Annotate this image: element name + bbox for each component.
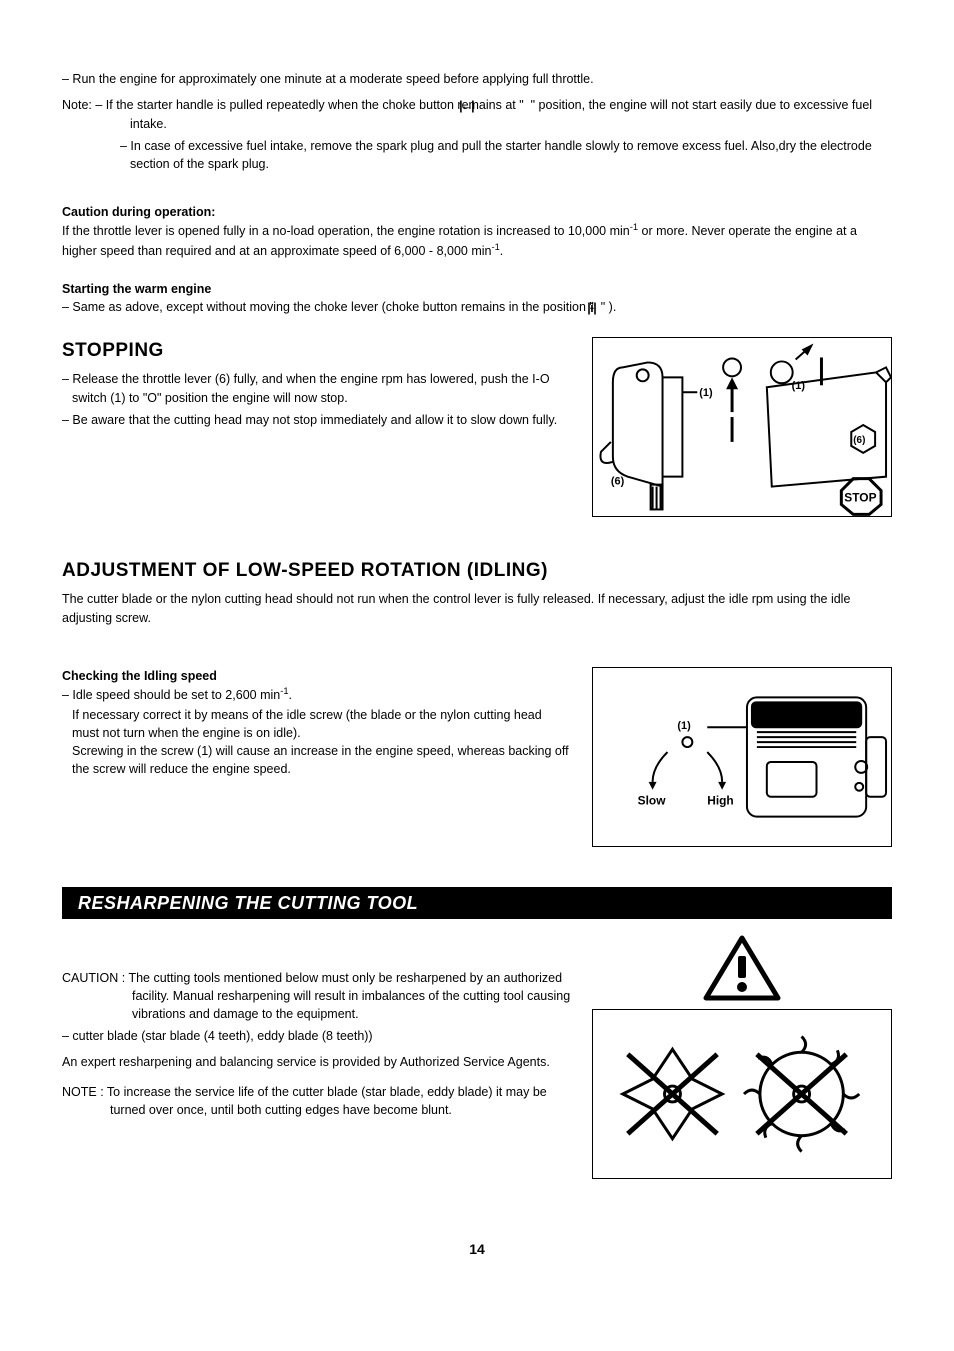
idling-figure: (1) Slow High — [592, 667, 892, 847]
idling-intro: The cutter blade or the nylon cutting he… — [62, 590, 892, 626]
warm-post: " ). — [597, 300, 616, 314]
stopping-item2: – Be aware that the cutting head may not… — [62, 411, 572, 429]
idling-check-heading: Checking the Idling speed — [62, 667, 572, 685]
blade-figure — [592, 1009, 892, 1179]
stopping-heading: STOPPING — [62, 337, 572, 365]
note-label: Note: — [62, 98, 92, 112]
caution-label: CAUTION : — [62, 971, 125, 985]
resharp-note: NOTE : To increase the service life of t… — [62, 1083, 572, 1119]
fig-label-1-left: (1) — [699, 387, 713, 399]
stopping-svg: (6) (1) (1) (6) STOP — [593, 337, 891, 517]
intro-run-engine: – Run the engine for approximately one m… — [62, 70, 892, 88]
resharp-note-body: To increase the service life of the cutt… — [104, 1085, 547, 1117]
resharp-caution: CAUTION : The cutting tools mentioned be… — [62, 969, 572, 1023]
warm-body: – Same as adove, except without moving t… — [62, 298, 892, 317]
sup-2: -1 — [491, 242, 499, 252]
resharp-body2: An expert resharpening and balancing ser… — [62, 1053, 572, 1071]
caution-op-body: If the throttle lever is opened fully in… — [62, 221, 892, 260]
idling-item-pre: – Idle speed should be set to 2,600 min — [62, 688, 280, 702]
fig-label-6-right: (6) — [853, 435, 865, 446]
intro-note2: – In case of excessive fuel intake, remo… — [62, 137, 892, 173]
period: . — [500, 244, 503, 258]
intro-note1: Note: – If the starter handle is pulled … — [62, 96, 892, 133]
caution-op-heading: Caution during operation: — [62, 203, 892, 221]
resharp-note-label: NOTE : — [62, 1085, 104, 1099]
fig-label-1-right: (1) — [792, 380, 806, 392]
fig-stop-text: STOP — [844, 490, 876, 504]
caution-body: The cutting tools mentioned below must o… — [125, 971, 570, 1021]
idling-svg: (1) Slow High — [593, 667, 891, 847]
caution-op-pre: If the throttle lever is opened fully in… — [62, 225, 630, 239]
warm-heading: Starting the warm engine — [62, 280, 892, 298]
sup-1: -1 — [630, 222, 638, 232]
blade-svg — [593, 1009, 891, 1179]
resharp-item1: – cutter blade (star blade (4 teeth), ed… — [62, 1027, 572, 1045]
resharp-heading: RESHARPENING THE CUTTING TOOL — [62, 887, 892, 919]
fig-label-6-left: (6) — [611, 475, 625, 487]
idle-fig-label1: (1) — [677, 720, 691, 732]
stopping-item1: – Release the throttle lever (6) fully, … — [62, 370, 572, 406]
warning-triangle — [592, 929, 892, 1009]
page-number: 14 — [62, 1239, 892, 1259]
warm-pre: – Same as adove, except without moving t… — [62, 300, 597, 314]
idling-item1: – Idle speed should be set to 2,600 min-… — [62, 685, 572, 704]
idle-fig-slow: Slow — [638, 793, 667, 807]
idling-item-post: . — [289, 688, 292, 702]
idling-body2: If necessary correct it by means of the … — [62, 706, 572, 742]
idling-body3: Screwing in the screw (1) will cause an … — [62, 742, 572, 778]
stopping-figure: (6) (1) (1) (6) STOP — [592, 337, 892, 517]
idle-fig-high: High — [707, 793, 733, 807]
idling-heading: ADJUSTMENT OF LOW-SPEED ROTATION (IDLING… — [62, 557, 892, 585]
warning-icon — [702, 934, 782, 1004]
sup-3: -1 — [280, 686, 288, 696]
